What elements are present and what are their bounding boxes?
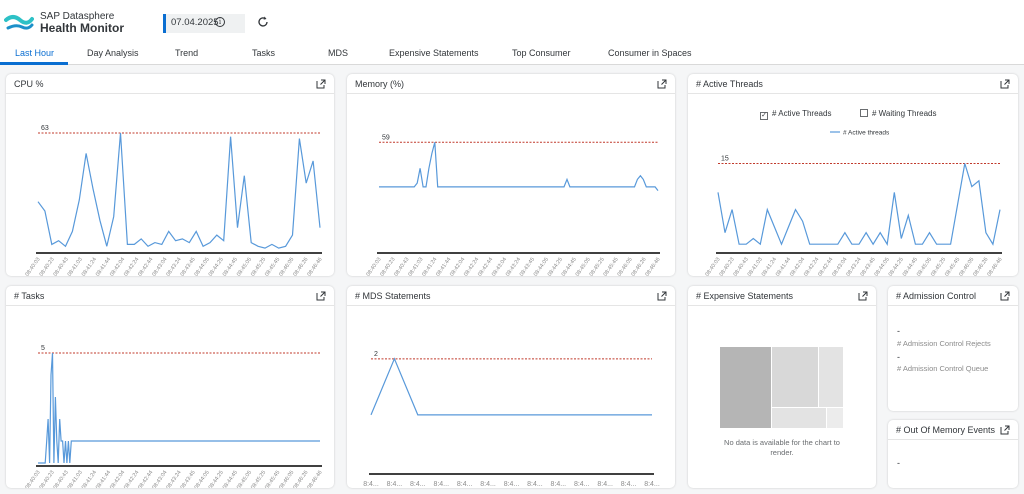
app-subtitle: SAP Datasphere xyxy=(40,11,115,22)
treemap-placeholder-block xyxy=(772,347,818,407)
popout-icon[interactable] xyxy=(316,79,326,89)
series-line xyxy=(370,357,652,416)
x-tick-label: 08:46:46 xyxy=(306,470,323,488)
tab-last-hour[interactable]: Last Hour xyxy=(15,48,55,58)
x-tick-label: 8:4... xyxy=(504,481,520,488)
x-tick-label: 8:4... xyxy=(480,481,496,488)
card-title: # MDS Statements xyxy=(355,291,431,301)
card-header: # Admission Control xyxy=(888,286,1018,306)
x-tick-label: 08:46:46 xyxy=(986,257,1003,276)
tasks-chart: 508:40:0308:40:2308:40:4308:41:0308:41:2… xyxy=(24,345,323,488)
x-tick-label: 8:4... xyxy=(621,481,637,488)
series-line xyxy=(37,132,321,249)
treemap-placeholder-block xyxy=(720,347,771,428)
sap-datasphere-logo xyxy=(4,15,34,30)
card-active-threads: # Active Threads 15 08:40:03 08:40:23 08:40… xyxy=(688,74,1018,276)
card-memory: Memory (%) 59 08:40:03 08:40:23 08:40:43 08:… xyxy=(347,74,675,276)
app-title: Health Monitor xyxy=(40,21,124,35)
x-tick-label: 8:4... xyxy=(551,481,567,488)
series-line xyxy=(38,352,320,464)
popout-icon[interactable] xyxy=(316,291,326,301)
active-threads-checkbox[interactable]: ✓ # Active Threads xyxy=(760,109,831,120)
x-tick-label: 8:4... xyxy=(597,481,613,488)
admission-rejects-label: # Admission Control Rejects xyxy=(897,339,991,348)
card-header: CPU % xyxy=(6,74,334,94)
tab-trend[interactable]: Trend xyxy=(175,48,199,58)
x-tick-label: 8:4... xyxy=(363,481,379,488)
admission-queue-label: # Admission Control Queue xyxy=(897,364,989,373)
tab-expensive-statements[interactable]: Expensive Statements xyxy=(389,48,479,58)
checkbox-unchecked-icon xyxy=(860,109,868,117)
card-title: # Out Of Memory Events xyxy=(896,425,996,435)
popout-icon[interactable] xyxy=(858,291,868,301)
card-header: # Out Of Memory Events xyxy=(888,420,1018,440)
card-title: # Tasks xyxy=(14,291,45,301)
card-title: Memory (%) xyxy=(355,79,404,89)
x-tick-label: 8:4... xyxy=(644,481,660,488)
card-cpu: CPU % 63 08:40:03 08:40:23 08:40:43 08:41:03… xyxy=(6,74,334,276)
date-value: 07.04.2025 xyxy=(171,17,219,28)
tab-day-analysis[interactable]: Day Analysis xyxy=(87,48,139,58)
admission-rejects-value: - xyxy=(897,326,900,336)
checkbox-label: # Waiting Threads xyxy=(872,109,937,118)
tab-tasks[interactable]: Tasks xyxy=(252,48,276,58)
card-header: # Tasks xyxy=(6,286,334,306)
x-tick-label: 8:4... xyxy=(527,481,543,488)
threshold-label: 2 xyxy=(374,351,378,358)
info-icon[interactable]: i xyxy=(215,17,225,27)
series-line xyxy=(717,163,1001,246)
series-line xyxy=(379,142,659,191)
card-title: CPU % xyxy=(14,79,44,89)
date-picker[interactable]: 07.04.2025 i xyxy=(163,14,245,33)
active-tab-indicator xyxy=(0,62,68,65)
refresh-icon[interactable] xyxy=(256,15,270,29)
card-title: # Active Threads xyxy=(696,79,763,89)
mds-chart: 2 8:4... 8:4... 8:4... 8:4... 8:4... 8:4... 8:4… xyxy=(363,351,660,488)
card-out-of-memory: # Out Of Memory Events xyxy=(888,420,1018,488)
admission-queue-value: - xyxy=(897,352,900,362)
threshold-label: 15 xyxy=(721,156,729,163)
checkbox-label: # Active Threads xyxy=(772,109,832,118)
popout-icon[interactable] xyxy=(1000,79,1010,89)
card-header: Memory (%) xyxy=(347,74,675,94)
card-header: # Expensive Statements xyxy=(688,286,876,306)
card-header: # MDS Statements xyxy=(347,286,675,306)
waiting-threads-checkbox[interactable]: # Waiting Threads xyxy=(860,109,936,118)
card-admission-control: # Admission Control xyxy=(888,286,1018,411)
x-tick-label: 08:46:46 xyxy=(306,257,323,276)
x-tick-label: 08:46:46 xyxy=(644,257,661,276)
x-tick-label: 8:4... xyxy=(433,481,449,488)
x-tick-label: 8:4... xyxy=(457,481,473,488)
oom-value: - xyxy=(897,458,900,468)
popout-icon[interactable] xyxy=(1000,425,1010,435)
card-title: # Admission Control xyxy=(896,291,977,301)
card-mds-statements: # MDS Statements 2 8:4... 8:4... 8:4... 8:4.… xyxy=(347,286,675,488)
threads-chart: 1508:40:0308:40:2308:40:4308:41:0308:41:… xyxy=(704,130,1003,277)
popout-icon[interactable] xyxy=(657,79,667,89)
threshold-label: 5 xyxy=(41,345,45,352)
legend-series-label: # Active threads xyxy=(843,130,890,137)
popout-icon[interactable] xyxy=(1000,291,1010,301)
x-tick-label: 8:4... xyxy=(387,481,403,488)
card-title: # Expensive Statements xyxy=(696,291,794,301)
tab-consumer-in-spaces[interactable]: Consumer in Spaces xyxy=(608,48,692,58)
popout-icon[interactable] xyxy=(657,291,667,301)
x-tick-label: 8:4... xyxy=(410,481,426,488)
card-tasks: # Tasks 5 08:40:03 08:40:23 08:40:43 08:41:0… xyxy=(6,286,334,488)
tab-bar: Last Hour Day Analysis Trend Tasks MDS E… xyxy=(0,46,1024,65)
shell-header: SAP Datasphere Health Monitor 07.04.2025… xyxy=(0,0,1024,46)
treemap-placeholder-block xyxy=(827,408,843,428)
treemap-placeholder-block xyxy=(819,347,843,407)
card-header: # Active Threads xyxy=(688,74,1018,94)
checkbox-checked-icon: ✓ xyxy=(760,112,768,120)
no-data-message: No data is available for the chart to re… xyxy=(724,438,840,457)
cpu-chart: 6308:40:0308:40:2308:40:4308:41:0308:41:… xyxy=(24,125,323,276)
tab-mds[interactable]: MDS xyxy=(328,48,348,58)
x-tick-label: 8:4... xyxy=(574,481,590,488)
tab-top-consumer[interactable]: Top Consumer xyxy=(512,48,571,58)
threshold-label: 63 xyxy=(41,125,49,132)
treemap-placeholder-block xyxy=(772,408,826,428)
memory-chart: 5908:40:0308:40:2308:40:4308:41:0308:41:… xyxy=(365,134,661,276)
threshold-label: 59 xyxy=(382,134,390,141)
